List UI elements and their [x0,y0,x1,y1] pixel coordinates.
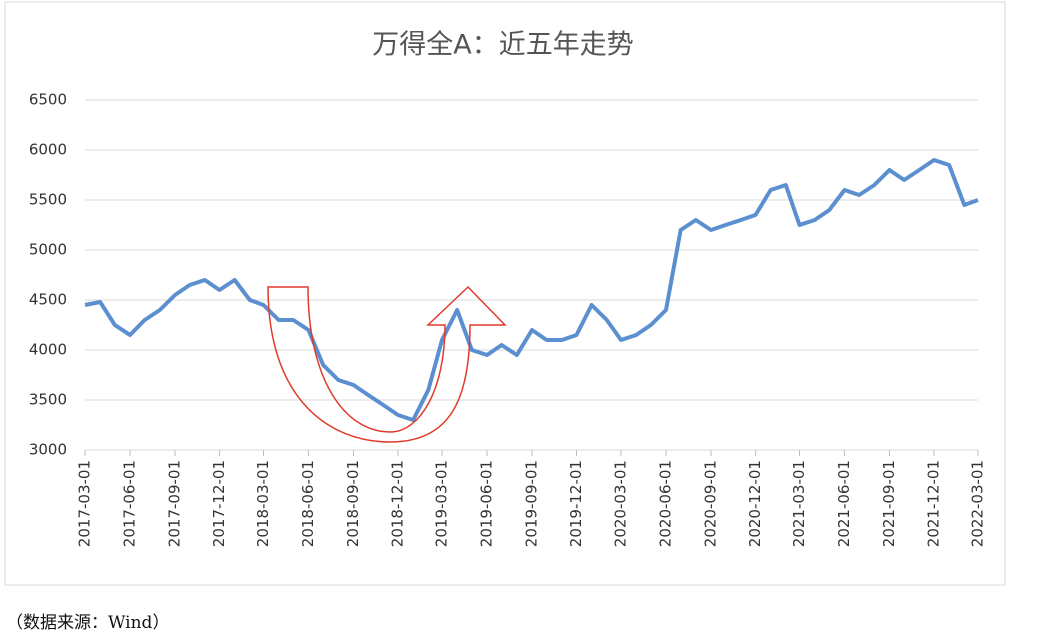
x-tick-label: 2022-03-01 [969,460,987,547]
y-tick-label: 3500 [29,391,67,409]
x-tick-label: 2021-09-01 [880,460,898,547]
x-tick-label: 2019-12-01 [567,460,585,547]
source-note: （数据来源：Wind） [6,613,170,633]
x-tick-label: 2017-09-01 [165,460,183,547]
x-tick-label: 2021-03-01 [790,460,808,547]
reversal-arrow [267,285,507,443]
x-tick-label: 2021-12-01 [924,460,942,547]
x-tick-label: 2020-06-01 [656,460,674,547]
plot [84,158,979,422]
x-tick-label: 2020-03-01 [611,460,629,547]
x-tick-label: 2020-09-01 [701,460,719,547]
y-tick-label: 5500 [29,191,67,209]
x-tick-label: 2018-03-01 [254,460,272,547]
y-tick-label: 3000 [29,441,67,459]
x-tick-label: 2018-12-01 [388,460,406,547]
chart: 万得全A：近五年走势 3000 3500 4000 4500 5000 5500 6000 6… [4,1,1006,586]
x-tick-label: 2017-06-01 [120,460,138,547]
x-tick-label: 2017-12-01 [210,460,228,547]
x-tick-label: 2021-06-01 [835,460,853,547]
x-tick-label: 2019-03-01 [433,460,451,547]
chart-title: 万得全A：近五年走势 [372,30,633,61]
x-tick-label: 2020-12-01 [746,460,764,547]
x-tick-label: 2019-06-01 [477,460,495,547]
y-tick-label: 6000 [29,141,67,159]
x-tick-label: 2018-09-01 [344,460,362,547]
series-line [84,158,979,422]
y-tick-label: 6500 [29,91,67,109]
x-tick-label: 2019-09-01 [522,460,540,547]
chart-frame [4,1,1006,586]
y-tick-label: 5000 [29,241,67,259]
y-tick-label: 4500 [29,291,67,309]
grid: 3000 3500 4000 4500 5000 5500 6000 6500 2017-03-… [29,91,987,548]
x-tick-label: 2017-03-01 [76,460,94,547]
y-tick-label: 4000 [29,341,67,359]
x-tick-label: 2018-06-01 [299,460,317,547]
